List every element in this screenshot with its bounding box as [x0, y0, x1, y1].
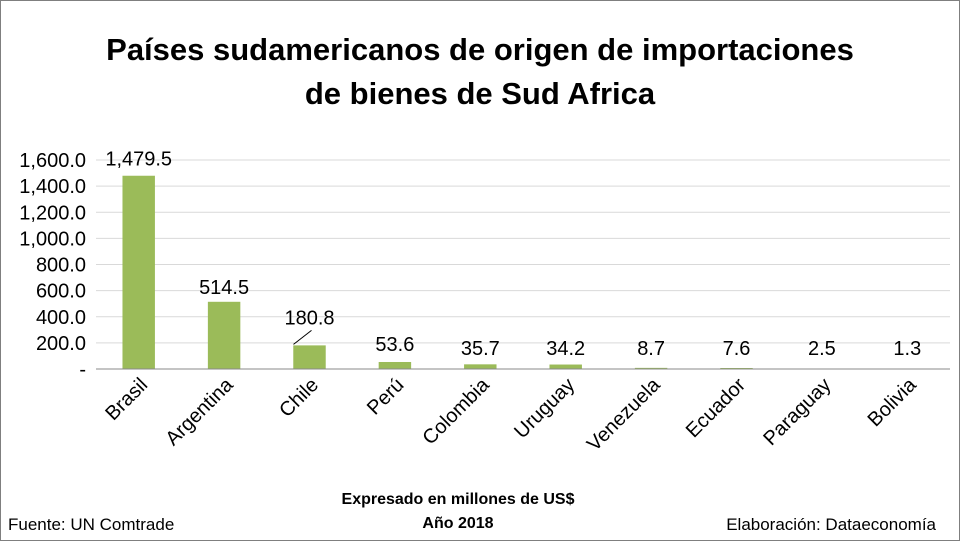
data-label: 35.7 [461, 338, 500, 360]
chart-title-line-2: de bienes de Sud Africa [304, 76, 656, 111]
bar-uruguay [549, 364, 582, 369]
x-tick-label: Brasil [101, 374, 152, 425]
data-label: 53.6 [375, 334, 414, 356]
bar-perú [378, 361, 412, 369]
bar-venezuela [634, 367, 668, 369]
data-labels: 1,479.5 514.5 180.8 53.6 35.7 34.2 8.7 7.6 2.5 1.… [105, 149, 921, 360]
y-tick-label: 1,400.0 [19, 176, 86, 198]
y-tick-label: 1,000.0 [19, 228, 86, 250]
x-tick-label: Uruguay [510, 374, 579, 443]
data-label: 1.3 [893, 338, 921, 360]
x-tick-label: Argentina [162, 373, 239, 450]
x-axis-tick-labels: Brasil Argentina Chile Perú Colombia Uruguay V… [101, 373, 921, 455]
credit-note: Elaboración: Dataeconomía [726, 515, 936, 534]
x-tick-label: Ecuador [682, 374, 750, 442]
source-note: Fuente: UN Comtrade [8, 515, 175, 534]
bars [122, 175, 924, 370]
unit-note: Expresado en millones de US$ [341, 491, 575, 508]
data-label-leader-line [293, 329, 312, 345]
y-tick-label: 1,200.0 [19, 202, 86, 224]
year-note: Año 2018 [422, 515, 494, 532]
data-label: 34.2 [546, 338, 585, 360]
x-tick-label: Colombia [419, 373, 495, 449]
y-tick-label: - [79, 359, 86, 381]
x-tick-label: Perú [363, 374, 408, 419]
bar-argentina [207, 301, 241, 369]
y-tick-label: 1,600.0 [19, 150, 86, 172]
y-tick-label: 600.0 [36, 281, 86, 303]
bar-colombia [464, 364, 497, 369]
chart-title-line-1: Países sudamericanos de origen de import… [106, 32, 854, 67]
x-tick-label: Bolivia [864, 373, 922, 431]
x-tick-label: Venezuela [583, 373, 665, 455]
y-axis-tick-labels: - 200.0 400.0 600.0 800.0 1,000.0 1,200.0 1,400… [19, 150, 86, 381]
data-label: 7.6 [723, 338, 751, 360]
data-label: 1,479.5 [105, 149, 172, 171]
x-tick-label: Paraguay [759, 374, 835, 450]
bar-brasil [122, 175, 155, 369]
y-tick-label: 400.0 [36, 307, 86, 329]
data-label: 180.8 [284, 307, 334, 329]
data-label: 8.7 [637, 338, 665, 360]
y-tick-label: 800.0 [36, 255, 86, 277]
y-tick-label: 200.0 [36, 333, 86, 355]
data-label: 2.5 [808, 338, 836, 360]
x-tick-label: Chile [275, 374, 323, 422]
gridlines [96, 159, 950, 344]
data-label: 514.5 [199, 277, 249, 299]
bar-chile [293, 345, 326, 369]
